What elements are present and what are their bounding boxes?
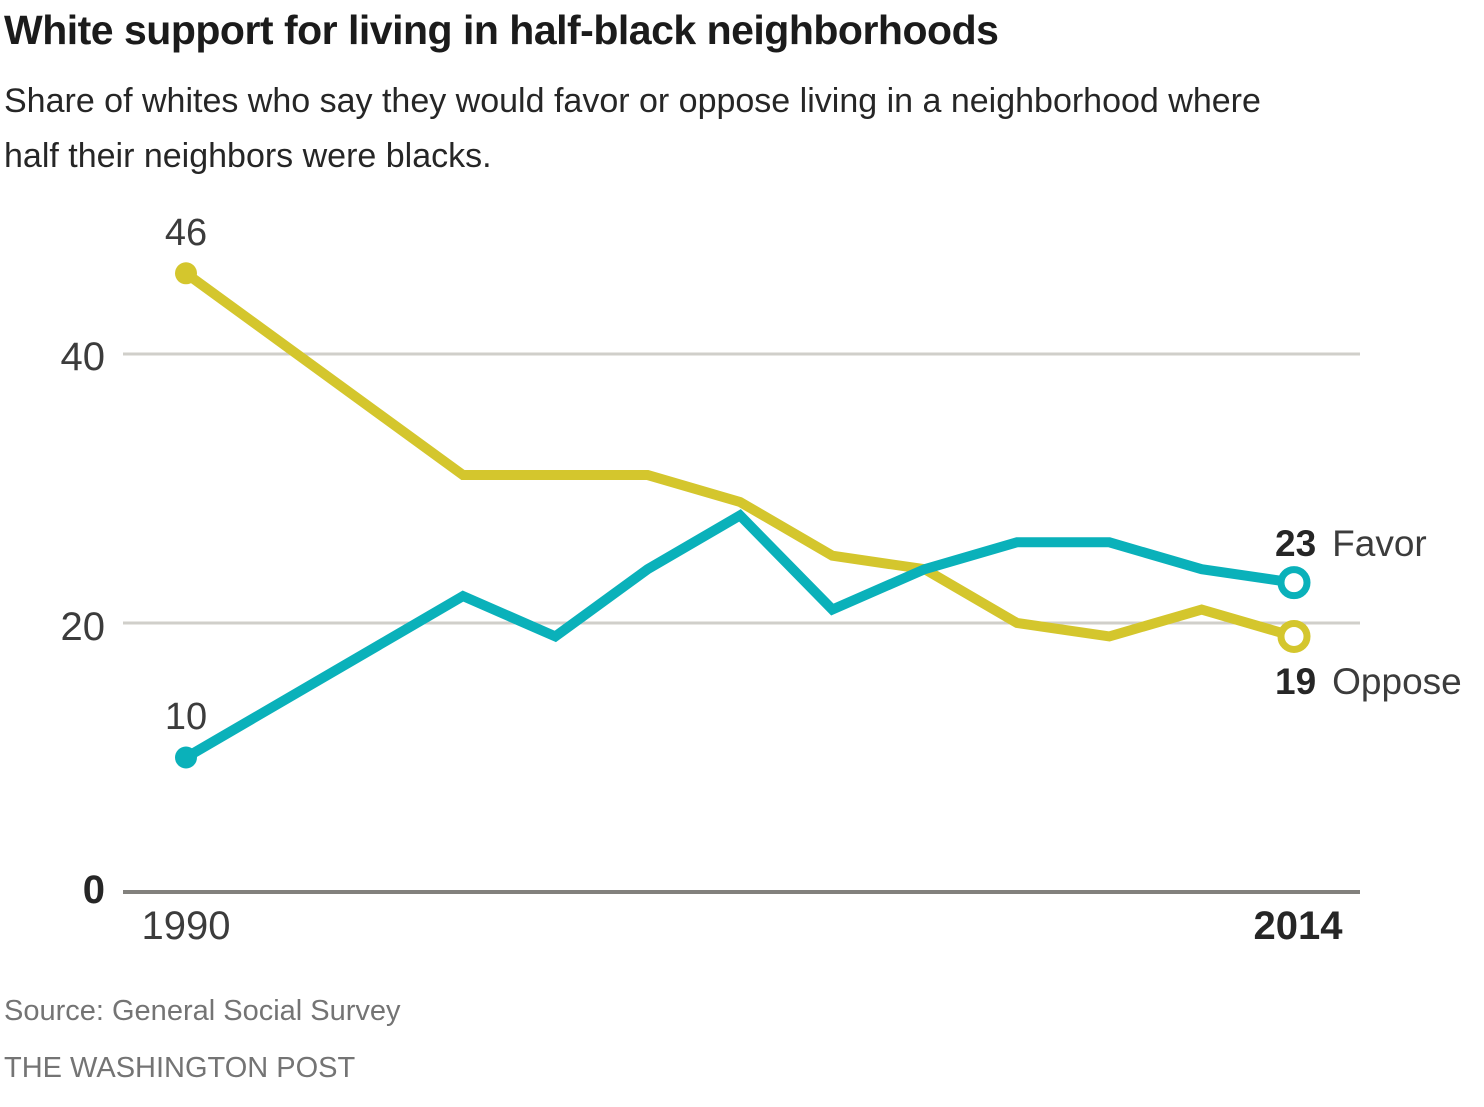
favor-start-marker: [175, 746, 197, 769]
oppose-start-marker: [175, 262, 197, 285]
favor-start-value-label: 10: [164, 696, 208, 738]
chart-subtitle-line1: Share of whites who say they would favor…: [4, 82, 1261, 120]
oppose-line: [183, 269, 1296, 642]
y-axis-label-0: 0: [82, 868, 105, 912]
favor-end-marker: [1277, 566, 1311, 600]
x-axis-label-2014: 2014: [1253, 904, 1343, 948]
oppose-end-marker: [1277, 619, 1311, 653]
favor-end-value: 23: [1275, 523, 1317, 564]
oppose-end-value: 19: [1275, 661, 1317, 702]
favor-end-label: 23 Favor: [1275, 525, 1427, 562]
favor-series-name: Favor: [1332, 523, 1427, 564]
favor-line: [183, 509, 1295, 762]
chart-title: White support for living in half-black n…: [4, 7, 999, 53]
source-line: Source: General Social Survey: [4, 995, 401, 1027]
oppose-series-name: Oppose: [1332, 661, 1462, 702]
oppose-end-label: 19 Oppose: [1275, 663, 1462, 700]
x-axis-label-1990: 1990: [141, 904, 231, 948]
y-axis-label-40: 40: [60, 335, 106, 379]
y-axis-label-20: 20: [60, 605, 106, 649]
chart-subtitle-line2: half their neighbors were blacks.: [4, 137, 492, 175]
oppose-start-value-label: 46: [164, 212, 208, 254]
credit-line: THE WASHINGTON POST: [4, 1052, 356, 1084]
